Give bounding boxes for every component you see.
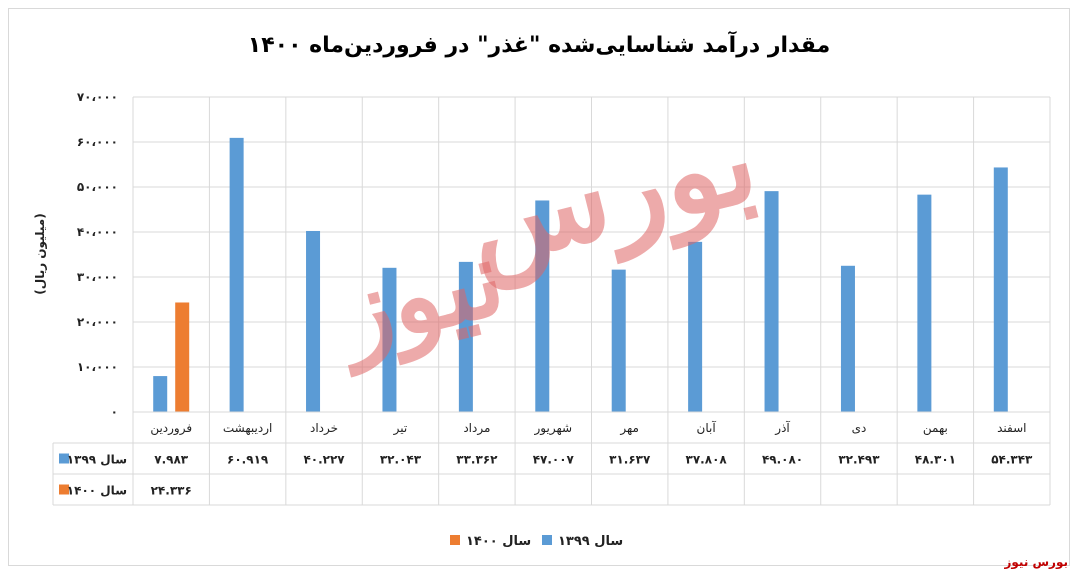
bar — [535, 200, 550, 412]
y-tick-label: ۰ — [111, 405, 118, 419]
watermark-line2: نیوز — [321, 215, 517, 378]
y-tick-label: ۱۰،۰۰۰ — [77, 360, 118, 374]
y-axis-label: (میلیون ریال) — [33, 213, 48, 294]
data-label: ۴۸.۳۰۱ — [915, 453, 956, 467]
data-label: ۷.۹۸۳ — [154, 453, 189, 467]
data-label: ۳۲.۴۹۳ — [838, 453, 880, 467]
chart-frame — [8, 8, 1070, 566]
bar — [306, 230, 321, 412]
category-label: تیر — [393, 421, 408, 436]
data-label: ۴۷.۰۰۷ — [533, 453, 575, 467]
y-tick-label: ۴۰،۰۰۰ — [77, 225, 118, 239]
legend: سال ۱۴۰۰ سال ۱۳۹۹ — [450, 534, 623, 549]
y-tick-label: ۶۰،۰۰۰ — [77, 135, 118, 149]
bar — [993, 167, 1008, 412]
category-label: فروردین — [150, 421, 192, 436]
bar — [688, 241, 703, 412]
bar — [917, 194, 932, 412]
bar — [458, 261, 473, 412]
table-series-name: سال ۱۴۰۰ — [67, 484, 127, 498]
data-label: ۳۱.۶۳۷ — [609, 453, 651, 467]
bar — [840, 265, 855, 412]
bar — [175, 302, 190, 412]
bar — [764, 191, 779, 412]
bar — [382, 267, 397, 412]
data-label: ۳۳.۳۶۲ — [456, 453, 498, 467]
data-label: ۲۴.۳۳۶ — [151, 484, 192, 498]
gridlines — [132, 96, 1051, 413]
bar — [229, 137, 244, 412]
bars — [153, 137, 1008, 412]
legend-label: سال ۱۳۹۹ — [558, 534, 623, 549]
category-label: مهر — [619, 421, 639, 436]
data-label: ۴۹.۰۸۰ — [762, 453, 803, 467]
category-label: شهریور — [534, 421, 573, 436]
data-label: ۴۰.۲۲۷ — [303, 453, 345, 467]
y-tick-label: ۳۰،۰۰۰ — [77, 270, 118, 284]
data-label: ۳۲.۰۴۳ — [380, 453, 422, 467]
table-series-swatch — [59, 484, 69, 495]
chart-title: مقدار درآمد شناسایی‌شده "غذر" در فروردین… — [248, 30, 830, 58]
category-label: مرداد — [463, 421, 490, 436]
category-label: بهمن — [923, 421, 948, 436]
data-label: ۳۷.۸۰۸ — [686, 453, 728, 467]
bar — [153, 376, 168, 412]
category-label: اردیبهشت — [223, 421, 272, 436]
data-label: ۶۰.۹۱۹ — [227, 453, 269, 467]
legend-label: سال ۱۴۰۰ — [466, 534, 531, 549]
y-tick-label: ۲۰،۰۰۰ — [77, 315, 118, 329]
data-table: فروردین اردیبهشت خرداد تیر مرداد شهریور مهر آبا… — [52, 411, 1051, 506]
y-tick-label: ۷۰،۰۰۰ — [77, 90, 118, 104]
legend-swatch — [542, 535, 552, 545]
y-ticks: ۰ ۱۰،۰۰۰ ۲۰،۰۰۰ ۳۰،۰۰۰ ۴۰،۰۰۰ ۵۰،۰۰۰ ۶۰،۰۰۰ ۷۰،… — [77, 90, 118, 419]
category-label: اسفند — [997, 421, 1026, 435]
y-tick-label: ۵۰،۰۰۰ — [77, 180, 118, 194]
data-label: ۵۴.۳۴۳ — [991, 453, 1033, 467]
category-label: آذر — [774, 420, 790, 436]
source-label: بورس نیوز — [1003, 555, 1068, 570]
bar — [611, 269, 626, 412]
legend-swatch — [450, 535, 460, 545]
table-series-swatch — [59, 453, 69, 464]
table-series-name: سال ۱۳۹۹ — [67, 453, 127, 467]
category-label: آبان — [697, 420, 717, 435]
category-label: خرداد — [310, 421, 338, 436]
category-label: دی — [852, 421, 867, 435]
